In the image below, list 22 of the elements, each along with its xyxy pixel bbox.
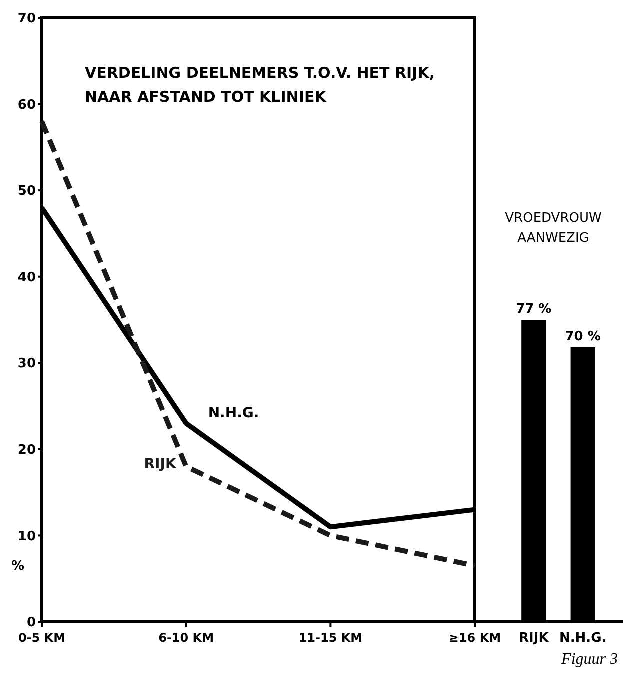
y-tick-label: 50 — [18, 184, 36, 200]
chart-title: VROEDVROUW AANWEZIG — [505, 211, 602, 246]
y-tick-label: 10 — [18, 529, 36, 544]
x-tick-label: 11-15 KM — [298, 631, 363, 645]
y-tick-label: 0 — [26, 616, 36, 631]
x-tick-label: N.H.G. — [559, 631, 607, 646]
y-tick-label: 60 — [18, 98, 36, 113]
y-tick-label: 40 — [18, 270, 36, 286]
x-tick-label: RIJK — [519, 631, 550, 646]
y-tick-label: 30 — [18, 356, 36, 372]
data-label: 77 % — [516, 302, 552, 317]
y-axis-title: % — [11, 559, 25, 574]
x-tick-label: ≥16 KM — [448, 631, 502, 645]
text: Figuur 3 — [560, 651, 618, 668]
series-label: N.H.G. — [208, 406, 260, 422]
text: VERDELING DEELNEMERS T.O.V. HET RIJK, NAAR AFSTAND TOT KLINIEK — [85, 64, 436, 106]
x-tick-label: 6-10 KM — [158, 631, 214, 645]
data-label: 70 % — [565, 329, 601, 344]
y-tick-label: 70 — [18, 12, 36, 27]
y-tick-label: 20 — [18, 442, 36, 458]
x-tick-label: 0-5 KM — [18, 631, 66, 645]
series-label: RIJK — [144, 456, 178, 473]
